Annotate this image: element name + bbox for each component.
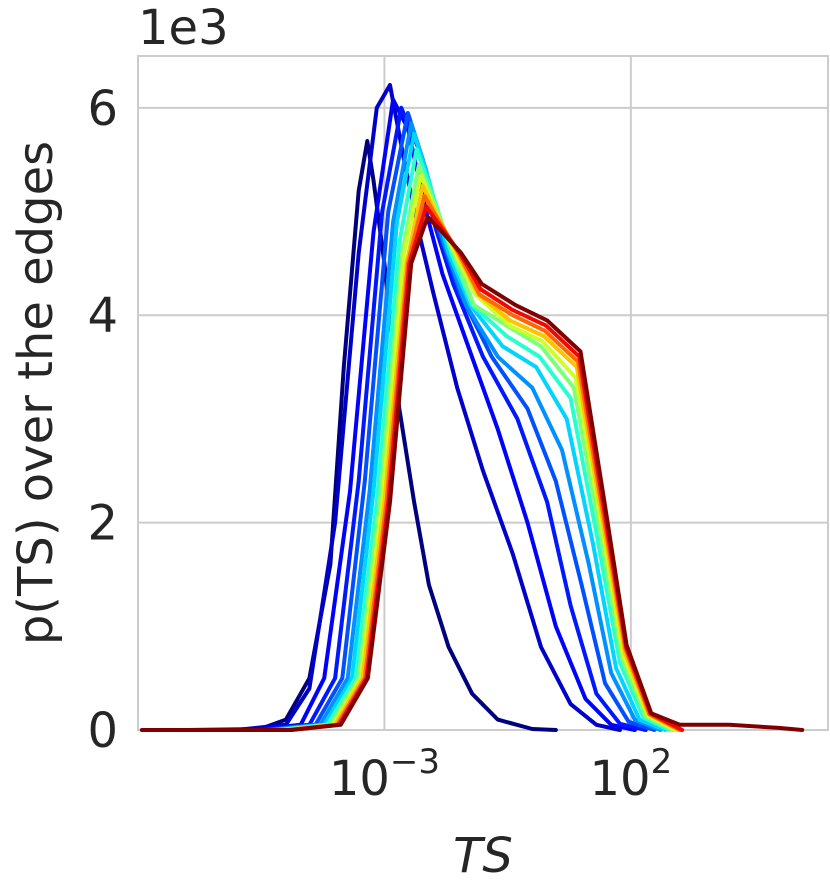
- series-line-2: [249, 97, 637, 732]
- series-line-0: [185, 139, 558, 732]
- x-axis-title: TS: [453, 828, 513, 884]
- series-line-13: [139, 214, 805, 732]
- x-tick-label-1: 102: [589, 742, 672, 807]
- y-multiplier-label: 1e3: [138, 0, 229, 56]
- series-line-6: [272, 131, 668, 732]
- y-tick-label-0: 0: [87, 703, 118, 759]
- x-tick-labels: 10−3 102: [329, 742, 672, 807]
- y-tick-label-2: 4: [87, 288, 118, 344]
- y-tick-labels: 0 2 4 6: [87, 81, 118, 759]
- y-tick-label-3: 6: [87, 81, 118, 137]
- series-lines: [139, 83, 805, 732]
- y-axis-title: p(TS) over the edges: [8, 141, 64, 645]
- y-tick-label-1: 2: [87, 496, 118, 552]
- series-line-8: [279, 162, 675, 732]
- series-line-5: [269, 121, 663, 732]
- x-tick-label-0: 10−3: [329, 742, 440, 807]
- series-line-3: [258, 105, 648, 732]
